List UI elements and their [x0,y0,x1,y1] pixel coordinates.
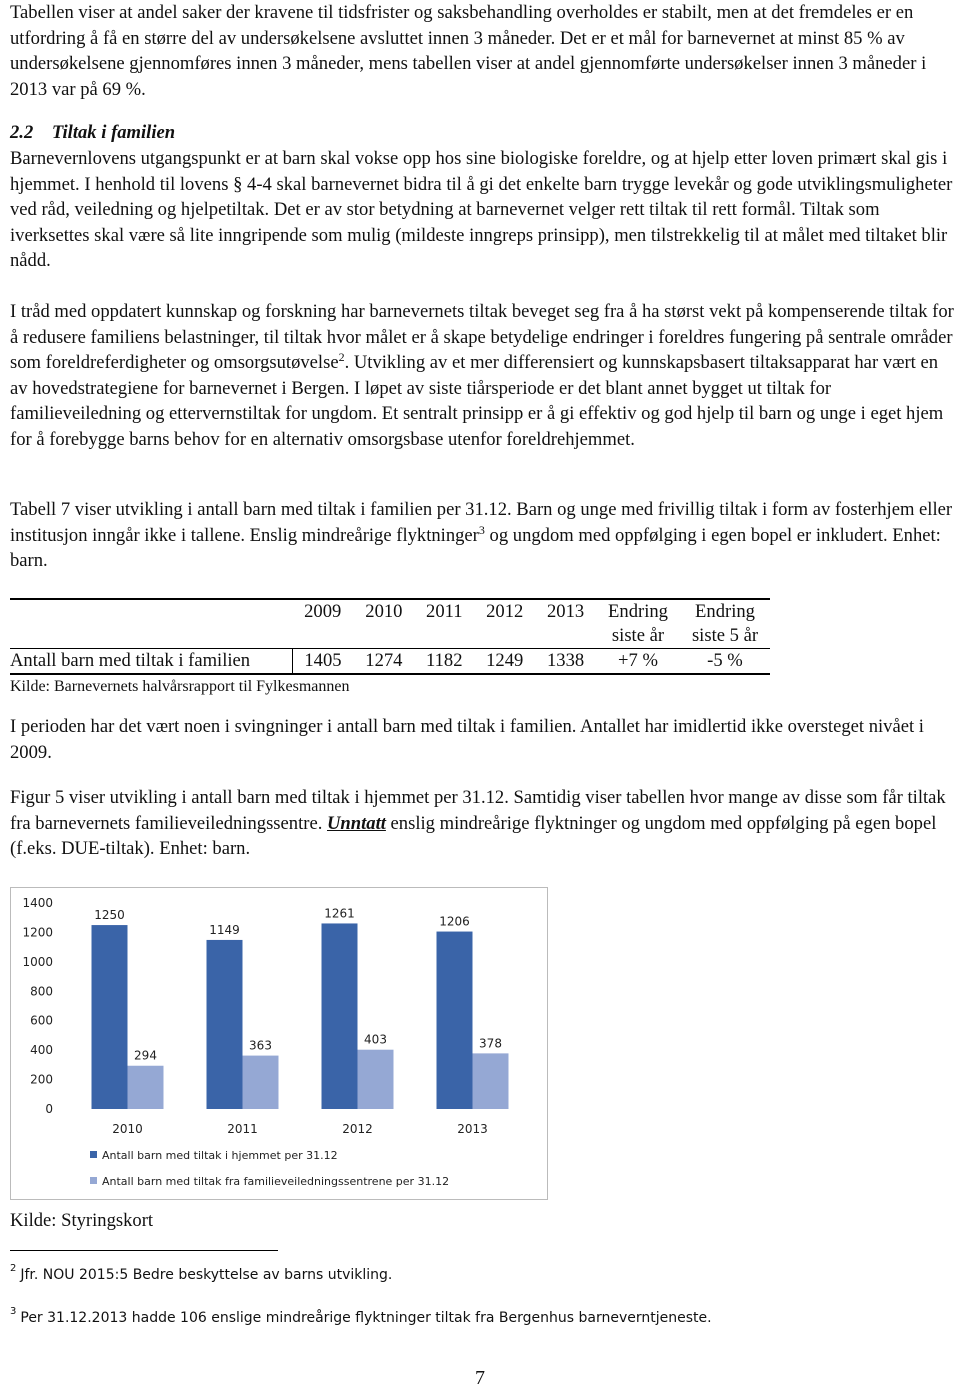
table: 2009 2010 2011 2012 2013 Endring siste å… [10,598,770,675]
chart-source: Kilde: Styringskort [10,1210,154,1231]
text: Figur 5 viser utvikling i antall barn me… [10,787,946,834]
heading-title: Tiltak i familien [51,122,176,143]
data-label: 363 [249,1039,272,1053]
x-tick-label: 2011 [227,1122,258,1136]
data-label: 1261 [324,906,355,920]
header-cell: 2009 [304,601,342,622]
cell: 1182 [426,650,463,671]
legend-label: Antall barn med tiltak fra familieveiled… [102,1175,449,1188]
chart: 0 200 400 600 800 1000 1200 1400 2010 1250 294 2011… [10,887,548,1200]
row-label: Antall barn med tiltak i familien [10,648,293,674]
legend-swatch [90,1177,97,1184]
y-tick-label: 1200 [22,925,53,939]
y-tick-label: 400 [30,1043,53,1057]
footnote-ref: 2 [338,350,345,365]
header-row: 2009 2010 2011 2012 2013 Endring siste å… [10,599,770,649]
bar [91,925,128,1109]
x-tick-label: 2012 [342,1122,373,1136]
x-tick-label: 2010 [112,1122,143,1136]
table-source: Kilde: Barnevernets halvårsrapport til F… [10,678,350,695]
bar [472,1053,509,1109]
paragraph: Tabell 7 viser utvikling i antall barn m… [10,497,955,574]
text: Tabell 7 viser utvikling i antall barn m… [10,499,953,546]
bar [357,1049,394,1109]
footnote-ref: 3 [478,522,485,537]
y-tick-label: 800 [30,984,53,998]
data-label: 1206 [439,915,470,929]
text: og ungdom med oppfølging i egen bopel er… [10,524,941,572]
bar [127,1065,164,1109]
text: I tråd med oppdatert kunnskap og forskni… [10,301,954,374]
y-tick-label: 600 [30,1014,53,1028]
data-label: 403 [364,1033,387,1047]
y-tick-label: 1400 [22,896,53,910]
cell: 1274 [365,650,403,671]
footnote-text: Per 31.12.2013 hadde 106 enslige mindreå… [20,1310,712,1326]
cell: -5 % [707,650,743,671]
footnote: 2 Jfr. NOU 2015:5 Bedre beskyttelse av ba… [10,1263,392,1289]
footnote-text: Jfr. NOU 2015:5 Bedre beskyttelse av bar… [20,1267,393,1283]
section-heading: 2.2 Tiltak i familien [10,120,955,146]
paragraph: I tråd med oppdatert kunnskap og forskni… [10,299,955,453]
data-row: Antall barn med tiltak i familien 1405 1… [10,648,770,674]
footnote-rule [10,1250,278,1251]
x-tick-label: 2013 [457,1122,488,1136]
header-cell: 2011 [426,601,463,622]
header-cell: 2013 [546,601,585,622]
table-block: 2009 2010 2011 2012 2013 Endring siste å… [10,598,770,697]
data-label: 1250 [94,908,125,922]
header-cell: 2012 [486,601,524,622]
header-cell: Endring siste år [608,601,668,646]
bar [242,1055,279,1109]
cell: +7 % [618,650,658,671]
legend-swatch [90,1151,97,1158]
data-label: 378 [479,1036,502,1050]
cell: 1249 [486,650,524,671]
heading-number: 2.2 [10,122,34,143]
cell: 1405 [304,650,342,671]
bar [206,939,243,1109]
footnote-mark: 2 [10,1263,17,1274]
legend-label: Antall barn med tiltak i hjemmet per 31.… [102,1149,338,1162]
bar [321,923,358,1109]
header-cell: 2010 [365,601,403,622]
cell: 1338 [546,650,585,671]
bar [436,931,473,1109]
text: enslig mindreårige flyktninger og ungdom… [10,812,937,860]
data-label: 294 [134,1049,157,1063]
y-tick-label: 0 [45,1102,53,1116]
data-label: 1149 [209,923,240,937]
paragraph: Figur 5 viser utvikling i antall barn me… [10,785,955,862]
y-tick-label: 200 [30,1073,53,1087]
footnote-mark: 3 [10,1306,17,1317]
header-cell: Endring siste 5 år [691,601,759,646]
paragraph: Tabellen viser at andel saker der kraven… [10,2,927,100]
y-tick-label: 1000 [22,955,53,969]
paragraph: I perioden har det vært noen i svingning… [10,716,924,763]
text: . Utvikling av et mer differensiert og k… [10,352,944,450]
paragraph: Barnevernlovens utgangspunkt er at barn … [10,148,953,272]
footnote: 3 Per 31.12.2013 hadde 106 enslige mindre… [10,1306,712,1332]
page-number: 7 [475,1367,485,1389]
emphasis: Unntatt [327,812,386,834]
